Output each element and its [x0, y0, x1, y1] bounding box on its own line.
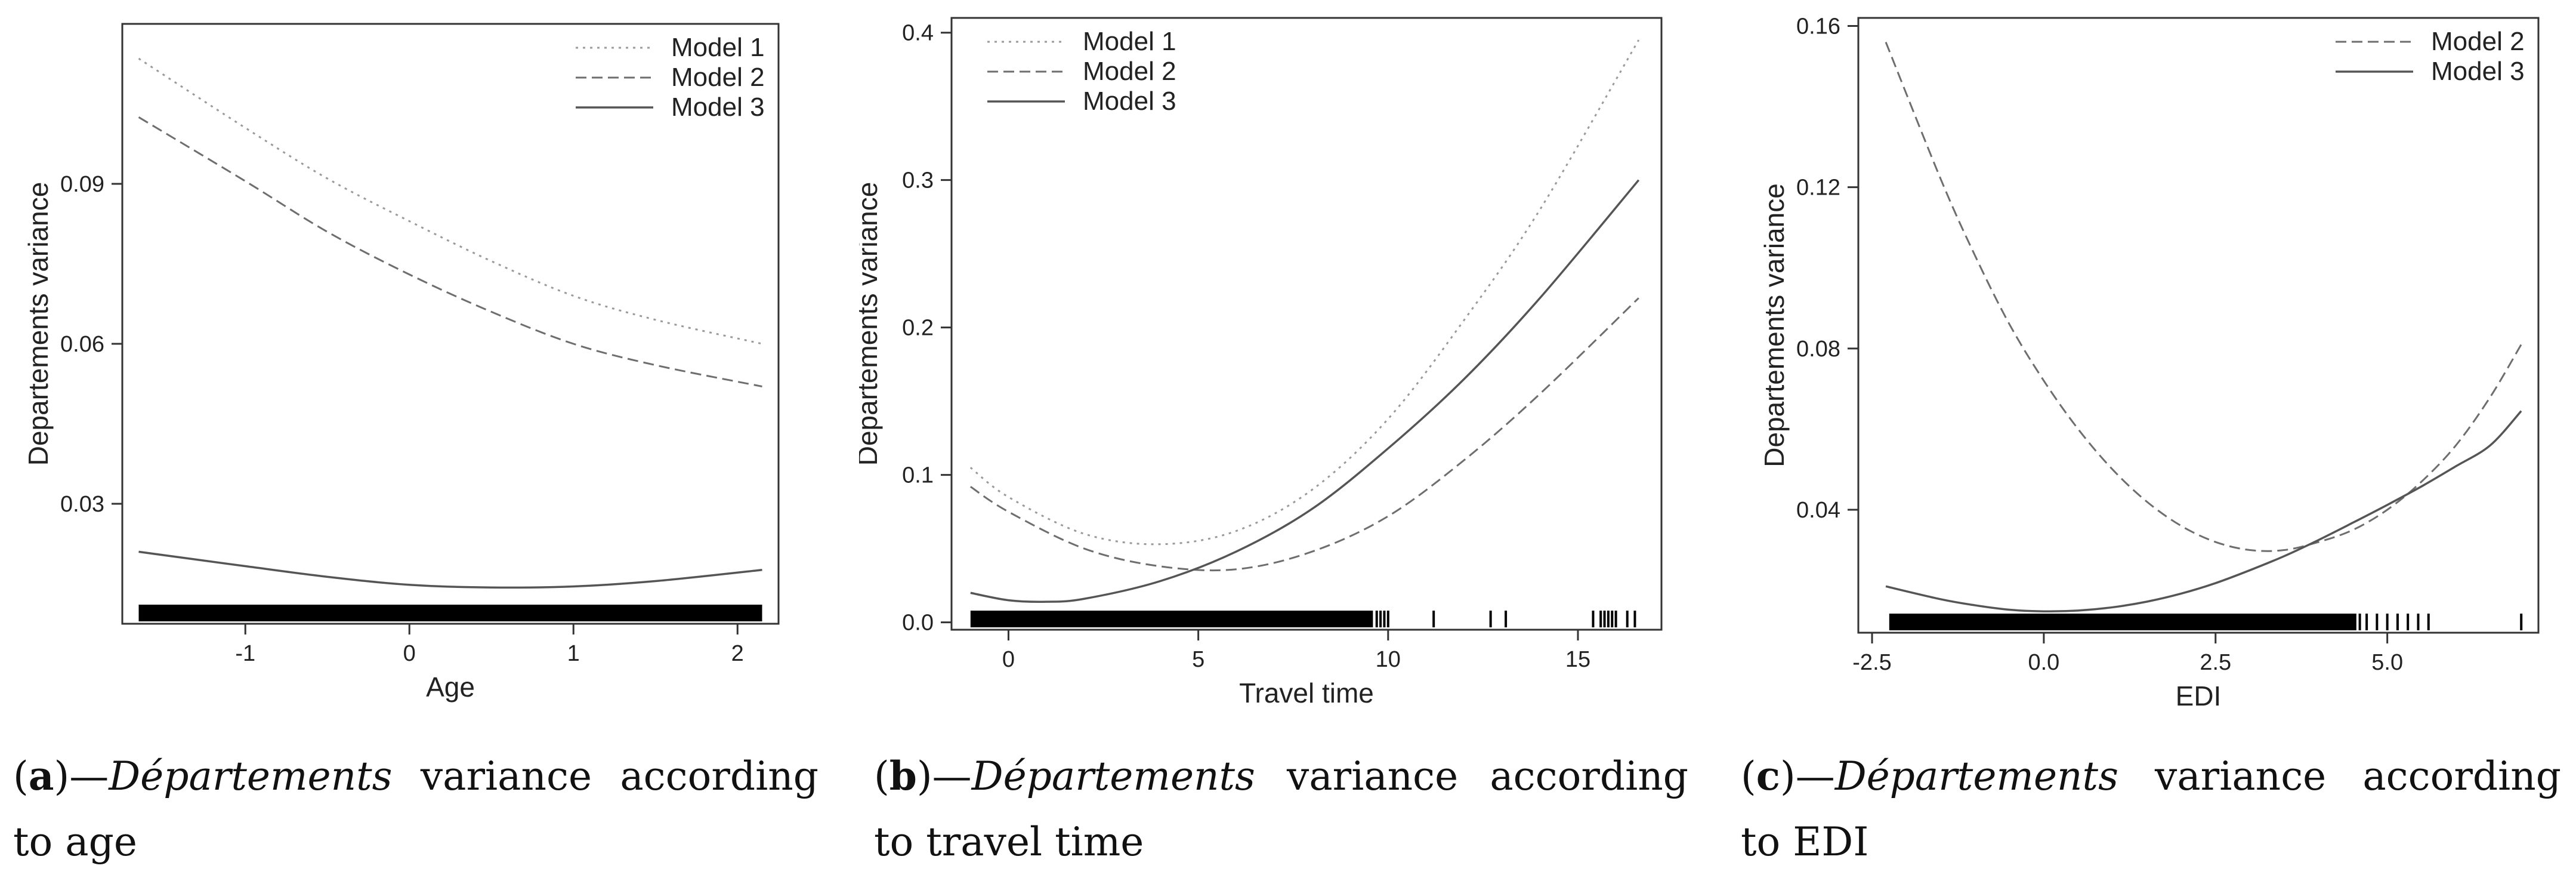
chart-a-xtick-label: -1: [235, 641, 255, 666]
chart-b-xtick-label: 15: [1565, 647, 1590, 672]
chart-c-xlabel: EDI: [2176, 680, 2222, 711]
chart-c-xtick-label: 5.0: [2371, 650, 2403, 675]
caption-b-italic: Départements: [971, 753, 1255, 799]
chart-b-series-model-2: [969, 297, 1639, 572]
chart-b-legend-label: Model 2: [1083, 57, 1176, 86]
caption-c-label: c: [1756, 753, 1780, 799]
chart-b-frame: [950, 17, 1663, 631]
caption-b-label: b: [889, 753, 917, 799]
caption-b-text: variance according to travel time: [874, 753, 1688, 865]
chart-a-ytick-label: 0.03: [60, 492, 104, 517]
caption-c-dash: —: [1795, 753, 1835, 799]
chart-c-legend-label: Model 3: [2431, 57, 2525, 86]
caption-a: (a)—Départements variance according to a…: [13, 753, 818, 865]
chart-a-xlabel: Age: [426, 672, 475, 703]
chart-b-ytick-label: 0.1: [902, 463, 934, 488]
chart-panel-b: 0 5 10 15 0.0 0.1 0.2 0.3 0.4 Travel time Departem…: [859, 0, 1706, 884]
chart-b: 0 5 10 15 0.0 0.1 0.2 0.3 0.4 Travel time Departem…: [859, 17, 1663, 709]
chart-b-xlabel: Travel time: [1239, 677, 1374, 709]
chart-a-rug-block: [138, 605, 762, 621]
chart-b-xtick-label: 10: [1376, 647, 1401, 672]
chart-c-xtick-label: 2.5: [2200, 650, 2231, 675]
chart-a-xtick-label: 0: [403, 641, 416, 666]
caption-c-italic: Départements: [1834, 753, 2118, 799]
chart-b-xtick-label: 5: [1192, 647, 1204, 672]
chart-b-ytick-label: 0.2: [902, 316, 934, 341]
caption-c-text: variance according to EDI: [1741, 753, 2561, 865]
chart-b-rug-block: [970, 611, 1373, 627]
chart-b-ytick-label: 0.4: [902, 21, 934, 46]
chart-a-legend-label: Model 2: [671, 63, 765, 92]
chart-b-series-model-3: [970, 179, 1640, 603]
chart-c-xtick-label: -2.5: [1852, 650, 1891, 675]
chart-b-legend-label: Model 1: [1083, 27, 1176, 56]
chart-b-ylabel: Departements variance: [859, 182, 883, 466]
chart-c-series-model-2: [1885, 41, 2522, 552]
chart-c-frame: [1857, 17, 2540, 634]
chart-a-frame: [121, 23, 780, 625]
chart-a-xtick-label: 2: [731, 641, 744, 666]
chart-a: -1 0 1 2 0.03 0.06 0.09 Age Departements varianc…: [23, 23, 780, 703]
chart-b-ytick-label: 0.3: [902, 168, 934, 193]
chart-a-xtick-label: 1: [567, 641, 580, 666]
chart-c-series-model-3: [1885, 410, 2522, 613]
caption-c: (c)—Départements variance according to E…: [1741, 753, 2561, 865]
chart-panel-c: -2.5 0.0 2.5 5.0 0.04 0.08 0.12 0.16 EDI Departem…: [1718, 0, 2576, 884]
chart-a-legend-label: Model 3: [671, 93, 765, 122]
chart-c-ytick-label: 0.04: [1796, 498, 1840, 523]
caption-a-dash: —: [69, 753, 109, 799]
caption-a-text: variance according to age: [13, 753, 818, 865]
chart-c-xtick-label: 0.0: [2028, 650, 2059, 675]
chart-b-xtick-label: 0: [1002, 647, 1015, 672]
chart-a-ytick-label: 0.06: [60, 332, 104, 357]
chart-c-ylabel: Departements variance: [1759, 183, 1790, 467]
caption-a-label: a: [28, 753, 54, 799]
chart-a-series-model-2: [138, 116, 762, 387]
chart-b-legend-label: Model 3: [1083, 87, 1176, 116]
chart-a-legend-label: Model 1: [671, 33, 765, 62]
chart-c-ytick-label: 0.12: [1796, 175, 1840, 201]
caption-b: (b)—Départements variance according to t…: [874, 753, 1688, 865]
chart-c-rug-block: [1889, 614, 2356, 630]
chart-a-series-model-3: [138, 550, 762, 589]
caption-a-italic: Départements: [109, 753, 393, 799]
chart-c: -2.5 0.0 2.5 5.0 0.04 0.08 0.12 0.16 EDI Departem…: [1759, 14, 2540, 711]
chart-c-ytick-label: 0.08: [1796, 337, 1840, 362]
chart-a-ylabel: Departements variance: [23, 182, 54, 466]
chart-panel-a: -1 0 1 2 0.03 0.06 0.09 Age Departements varianc…: [0, 0, 847, 884]
chart-b-ytick-label: 0.0: [902, 611, 934, 636]
chart-a-ytick-label: 0.09: [60, 172, 104, 197]
chart-a-series-model-1: [138, 57, 762, 345]
chart-c-ytick-label: 0.16: [1796, 14, 1840, 39]
caption-b-dash: —: [932, 753, 972, 799]
chart-b-series-model-1: [969, 39, 1640, 546]
chart-c-legend-label: Model 2: [2431, 27, 2525, 56]
